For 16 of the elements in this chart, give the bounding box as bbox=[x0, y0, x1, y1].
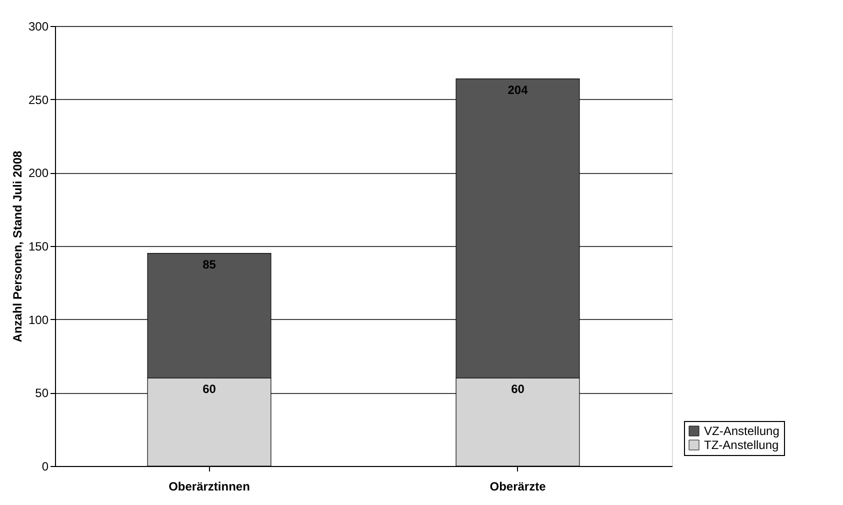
legend-label: TZ-Anstellung bbox=[704, 438, 779, 452]
y-tick-label: 0 bbox=[42, 460, 49, 474]
data-label: 204 bbox=[508, 82, 528, 97]
data-label: 60 bbox=[202, 382, 216, 396]
y-tick-label: 200 bbox=[28, 166, 49, 180]
legend-label: VZ-Anstellung bbox=[704, 424, 780, 438]
x-tick-label: Oberärztinnen bbox=[168, 480, 250, 494]
data-label: 60 bbox=[511, 382, 525, 396]
y-tick-label: 300 bbox=[28, 20, 49, 34]
data-label: 85 bbox=[202, 257, 216, 272]
y-tick-label: 150 bbox=[28, 240, 49, 254]
y-tick-label: 250 bbox=[28, 92, 49, 107]
y-tick-label: 50 bbox=[35, 386, 49, 400]
x-tick-label: Oberärzte bbox=[490, 480, 546, 494]
y-tick-label: 100 bbox=[28, 312, 49, 327]
y-axis-title: Anzahl Personen, Stand Juli 2008 bbox=[10, 150, 24, 342]
